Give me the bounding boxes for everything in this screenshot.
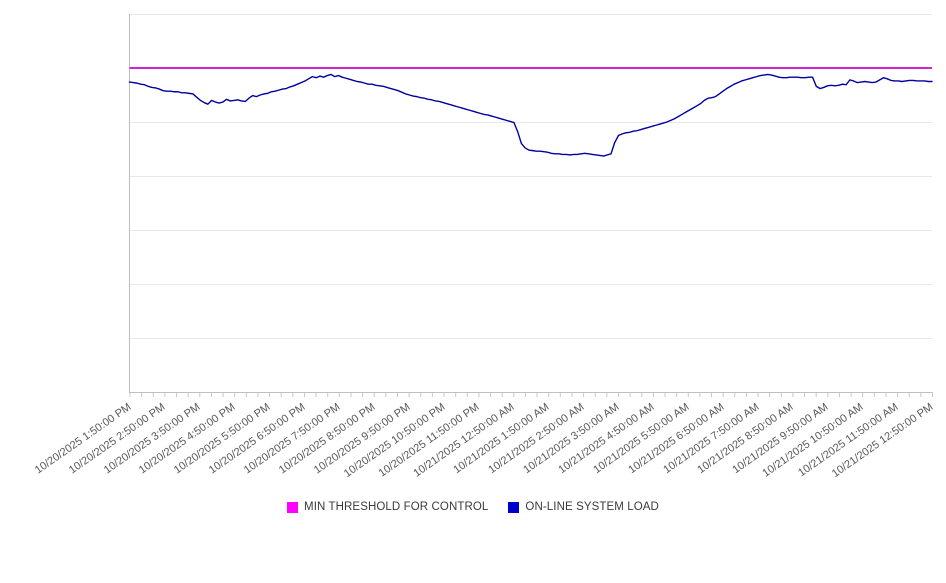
line-chart: 10/20/2025 1:50:00 PM 10/20/2025 2:50:00 …: [0, 14, 946, 518]
legend-label-min-threshold-for-control: MIN THRESHOLD FOR CONTROL: [304, 501, 489, 513]
legend-swatch-magenta: [287, 501, 299, 513]
chart-legend: MIN THRESHOLD FOR CONTROL ON-LINE SYSTEM…: [0, 496, 946, 518]
plot-area: [128, 14, 933, 397]
legend-label-on-line-system-load: ON-LINE SYSTEM LOAD: [525, 501, 659, 513]
legend-swatch-blue: [508, 501, 520, 513]
legend-item-min-threshold-for-control: MIN THRESHOLD FOR CONTROL: [287, 501, 488, 513]
series-on-line-system-load: [128, 73, 933, 157]
legend-item-on-line-system-load: ON-LINE SYSTEM LOAD: [508, 501, 659, 513]
gridlines: [129, 14, 932, 393]
